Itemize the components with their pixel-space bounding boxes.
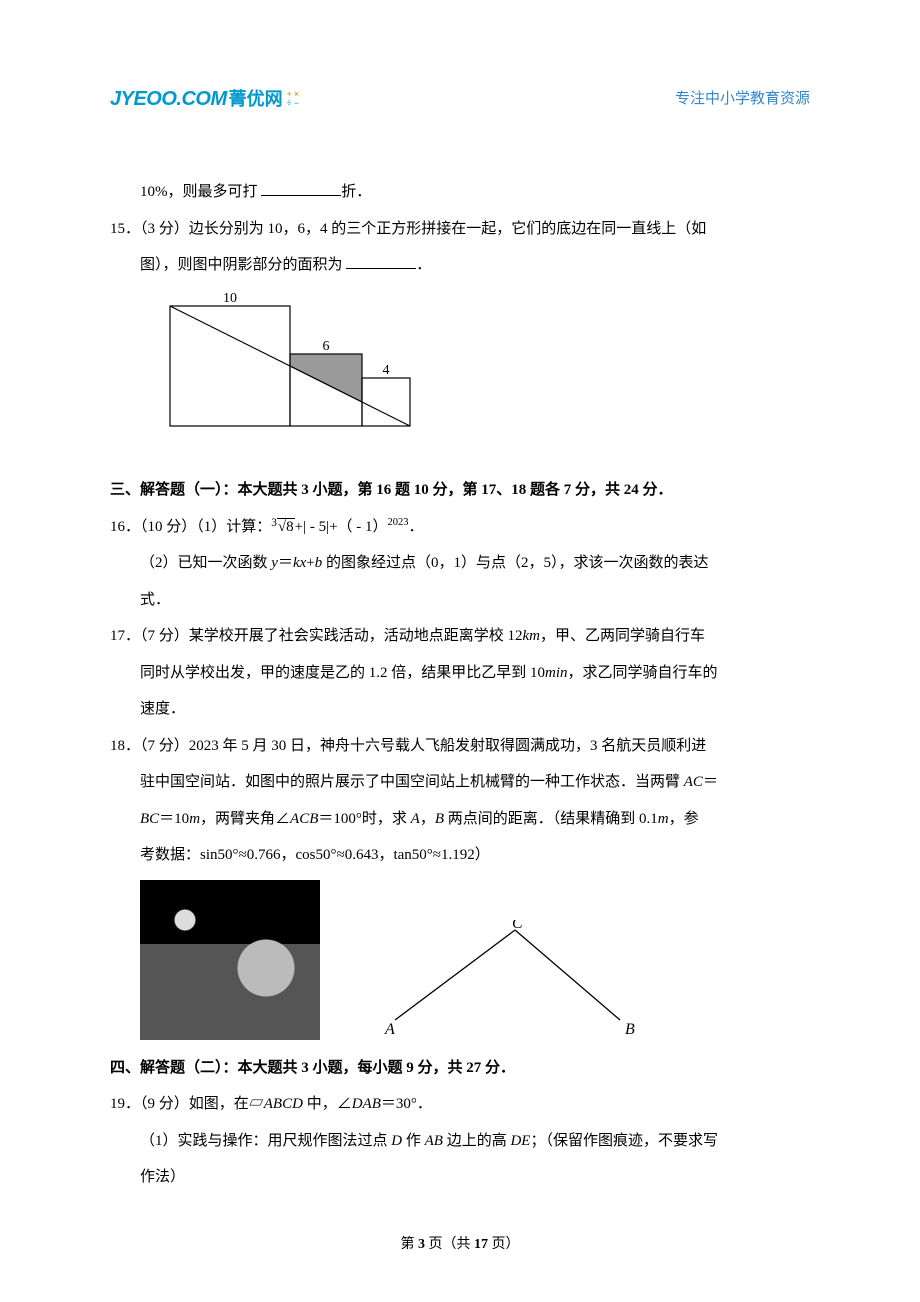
q15-line2-post: ．: [416, 257, 431, 273]
q18-l2: 驻中国空间站．如图中的照片展示了中国空间站上机械臂的一种工作状态．当两臂 AC＝: [110, 768, 810, 797]
q18-figure-row: A B C: [140, 880, 810, 1040]
q16-line2: （2）已知一次函数 y＝kx+b 的图象经过点（0，1）与点（2，5），求该一次…: [110, 549, 810, 578]
svg-text:B: B: [625, 1021, 635, 1038]
q15-line2: 图），则图中阴影部分的面积为 ．: [110, 251, 810, 280]
q18-l4: 考数据：sin50°≈0.766，cos50°≈0.643，tan50°≈1.1…: [110, 841, 810, 870]
pn-page: 3: [418, 1237, 425, 1252]
svg-text:4: 4: [383, 363, 390, 378]
svg-text:A: A: [384, 1021, 395, 1038]
q18-l1: 18．（7 分）2023 年 5 月 30 日，神舟十六号载人飞船发射取得圆满成…: [110, 732, 810, 761]
q18-triangle-svg: A B C: [380, 920, 640, 1040]
q19-l1: 19．（9 分）如图，在▱ABCD 中，∠DAB＝30°．: [110, 1090, 810, 1119]
q17-l3: 速度．: [110, 695, 810, 724]
svg-text:C: C: [512, 920, 523, 932]
pn-pre: 第: [401, 1237, 419, 1252]
pn-total: 17: [474, 1237, 488, 1252]
q17-l2: 同时从学校出发，甲的速度是乙的 1.2 倍，结果甲比乙早到 10min，求乙同学…: [110, 659, 810, 688]
q14-tail-pre: 10%，则最多可打: [140, 184, 261, 200]
q17-l1: 17．（7 分）某学校开展了社会实践活动，活动地点距离学校 12km，甲、乙两同…: [110, 622, 810, 651]
pn-post: 页）: [488, 1237, 520, 1252]
q16-exp: 2023: [388, 517, 409, 528]
page-number: 第 3 页（共 17 页）: [110, 1232, 810, 1259]
q19-l3: 作法）: [110, 1163, 810, 1192]
page-header: JYEOO.COM 菁优网 + × ÷ − 专注中小学教育资源: [110, 80, 810, 118]
logo-latin: JYEOO.COM: [110, 80, 227, 118]
logo-cn: 菁优网: [229, 82, 283, 116]
q16-line3: 式．: [110, 586, 810, 615]
q14-tail: 10%，则最多可打 折．: [110, 178, 810, 207]
q18-photo: [140, 880, 320, 1040]
q19-l2: （1）实践与操作：用尺规作图法过点 D 作 AB 边上的高 DE；（保留作图痕迹…: [110, 1127, 810, 1156]
q16-expr: 3√8+| - 5|+（ - 1）2023: [271, 519, 408, 535]
q14-tail-post: 折．: [341, 184, 371, 200]
section4-title: 四、解答题（二）：本大题共 3 小题，每小题 9 分，共 27 分．: [110, 1054, 810, 1083]
q16-post: ．: [409, 519, 424, 535]
svg-text:6: 6: [323, 339, 330, 354]
q15-figure: 10 6 4: [166, 288, 810, 463]
page: JYEOO.COM 菁优网 + × ÷ − 专注中小学教育资源 10%，则最多可…: [0, 0, 920, 1302]
squares-svg: 10 6 4: [166, 288, 434, 452]
tagline: 专注中小学教育资源: [675, 85, 810, 114]
logo-ops-row2: ÷ −: [287, 99, 300, 108]
q15-blank: [346, 255, 416, 270]
q14-blank: [261, 182, 341, 197]
svg-text:10: 10: [223, 291, 237, 306]
q16-line1: 16．（10 分）（1）计算：3√8+| - 5|+（ - 1）2023．: [110, 513, 810, 542]
q15-line2-pre: 图），则图中阴影部分的面积为: [140, 257, 346, 273]
q16-pre: 16．（10 分）（1）计算：: [110, 519, 271, 535]
q18-l3: BC＝10m，两臂夹角∠ACB＝100°时，求 A，B 两点间的距离．（结果精确…: [110, 805, 810, 834]
logo-ops-icon: + × ÷ −: [287, 90, 300, 108]
logo: JYEOO.COM 菁优网 + × ÷ −: [110, 80, 299, 118]
pn-mid: 页（共: [425, 1237, 474, 1252]
section3-title: 三、解答题（一）：本大题共 3 小题，第 16 题 10 分，第 17、18 题…: [110, 476, 810, 505]
q15-line1: 15．（3 分）边长分别为 10，6，4 的三个正方形拼接在一起，它们的底边在同…: [110, 215, 810, 244]
